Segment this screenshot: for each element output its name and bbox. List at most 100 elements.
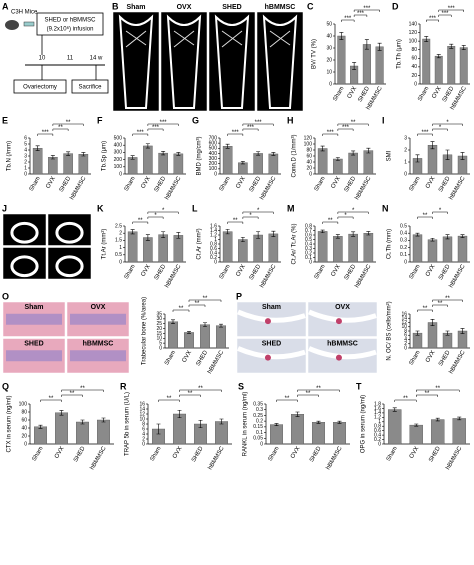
y-tick-label: 0.2 xyxy=(400,245,407,251)
significance-bracket xyxy=(353,9,380,12)
panel-letter: R xyxy=(120,381,127,391)
image-label: hBMMSC xyxy=(54,249,85,256)
significance-label: * xyxy=(154,213,157,219)
y-axis-label: Tb.Sp (μm) xyxy=(102,141,108,171)
error-bar xyxy=(435,417,440,422)
error-bar xyxy=(320,145,325,152)
y-tick-label: 2 xyxy=(119,231,122,237)
image-label: OVX xyxy=(91,304,106,311)
significance-label: ** xyxy=(49,396,54,402)
y-tick-label: 200 xyxy=(209,161,218,167)
bar xyxy=(238,162,248,175)
significance-bracket xyxy=(426,19,439,22)
bar xyxy=(348,152,358,175)
y-tick-label: 5 xyxy=(159,340,162,346)
x-tick-label: Sham xyxy=(409,176,422,193)
significance-bracket xyxy=(297,394,319,397)
y-axis-label: Ct.Th (mm) xyxy=(387,229,393,259)
image-label: SHED xyxy=(222,4,241,11)
error-bar xyxy=(145,143,150,149)
y-tick-label: 10 xyxy=(156,336,162,342)
y-tick-label: 0 xyxy=(142,441,145,447)
x-tick-label: hBMMSC xyxy=(445,445,463,471)
y-tick-label: 40 xyxy=(306,159,312,165)
bar xyxy=(312,422,326,445)
y-tick-label: 25 xyxy=(156,321,162,327)
x-tick-label: Sham xyxy=(409,350,422,367)
significance-bracket xyxy=(432,128,448,131)
error-bar xyxy=(256,231,261,239)
error-bar xyxy=(274,423,279,427)
bar xyxy=(447,46,456,85)
y-tick-label: 1.2 xyxy=(210,232,217,238)
x-tick-label: hBMMSC xyxy=(326,445,344,471)
panel-letter: M xyxy=(287,203,295,213)
osteoclast xyxy=(264,318,271,325)
y-tick-label: 120 xyxy=(409,30,418,36)
error-bar xyxy=(424,36,429,42)
y-tick-label: 0.3 xyxy=(256,407,263,413)
y-tick-label: 0.6 xyxy=(305,232,312,238)
timeline-label: 11 xyxy=(67,56,74,62)
x-tick-label: OVX xyxy=(330,264,342,278)
significance-bracket xyxy=(188,299,222,302)
y-axis-label: TRAP 5b in serum (U/L) xyxy=(125,392,131,456)
trabeculae xyxy=(221,30,243,48)
y-tick-label: 14 xyxy=(139,406,145,412)
bar xyxy=(172,413,186,445)
y-tick-label: 200 xyxy=(114,157,123,163)
panel-letter: H xyxy=(287,115,294,125)
bar xyxy=(48,156,58,175)
bar xyxy=(238,239,248,263)
y-tick-label: 20 xyxy=(326,57,332,63)
y-tick-label: 5 xyxy=(24,141,27,147)
significance-label: ** xyxy=(306,391,311,397)
error-bar xyxy=(445,149,450,160)
significance-label: *** xyxy=(363,6,371,12)
bar xyxy=(409,424,423,445)
bar xyxy=(215,325,226,349)
error-bar xyxy=(415,330,420,336)
panel-letter: G xyxy=(192,115,199,125)
mouse-label: C3H Mice xyxy=(11,10,38,16)
tissue xyxy=(308,346,377,360)
significance-label: *** xyxy=(421,130,429,136)
image-label: OVX xyxy=(335,304,350,311)
significance-bracket xyxy=(132,221,149,224)
significance-label: ** xyxy=(66,120,71,126)
bone-ring xyxy=(10,221,39,244)
infusion-text: SHED or hBMMSC xyxy=(44,18,96,24)
bar xyxy=(34,426,48,445)
error-bar xyxy=(445,330,450,336)
panel-letter: L xyxy=(192,203,198,213)
significance-label: *** xyxy=(247,125,255,131)
significance-label: ** xyxy=(423,306,428,312)
significance-bracket xyxy=(337,128,354,131)
significance-bracket xyxy=(416,394,438,397)
error-bar xyxy=(460,328,465,334)
significance-label: * xyxy=(162,208,165,214)
error-bar xyxy=(225,143,230,149)
significance-bracket xyxy=(417,133,433,136)
y-tick-label: 0.1 xyxy=(256,430,263,436)
significance-label: ** xyxy=(203,296,208,302)
error-bar xyxy=(80,419,85,425)
osteoclast xyxy=(335,318,342,325)
x-tick-label: Sham xyxy=(314,176,327,193)
error-bar xyxy=(271,230,276,237)
y-tick-label: 2 xyxy=(404,341,407,347)
growth-plate xyxy=(70,350,126,362)
y-tick-label: 700 xyxy=(209,135,218,141)
panel-letter: F xyxy=(97,115,103,125)
significance-bracket xyxy=(40,399,62,402)
growth-plate xyxy=(6,350,62,362)
y-tick-label: 0 xyxy=(214,171,217,177)
y-tick-label: 140 xyxy=(409,21,418,27)
significance-label: ** xyxy=(435,386,440,392)
panel-letter: Q xyxy=(2,381,9,391)
y-tick-label: 0 xyxy=(119,171,122,177)
y-axis-label: Tt.Ar (mm²) xyxy=(102,229,108,260)
y-tick-label: 0 xyxy=(404,171,407,177)
error-bar xyxy=(352,62,357,70)
y-tick-label: 100 xyxy=(114,164,123,170)
